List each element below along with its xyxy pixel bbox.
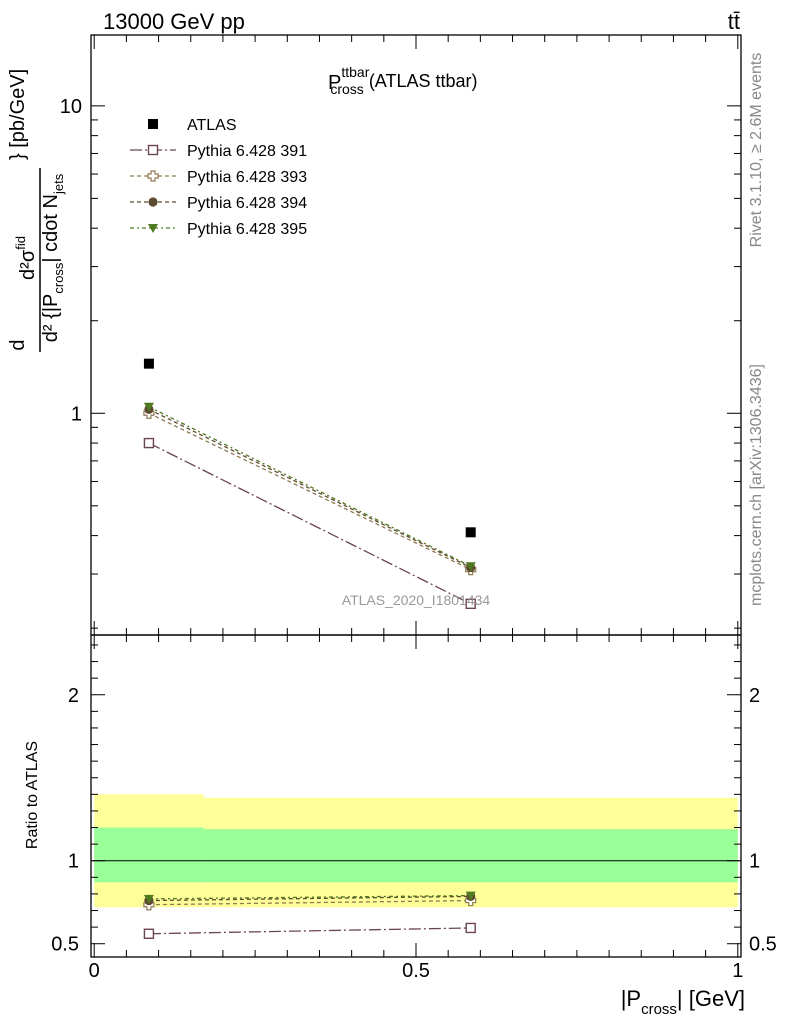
uncertainty-band-segment (203, 829, 738, 883)
rivet-version-label: Rivet 3.1.10, ≥ 2.6M events (748, 53, 765, 248)
ratio-series-markers (143, 891, 477, 939)
ratio-uncertainty-bands (94, 794, 738, 908)
ratio-xtick-label: 1 (732, 960, 743, 982)
xlabel-sub: cross (641, 1001, 677, 1018)
ratio-ytick-labels: 0.5 0.5 1 1 2 2 (51, 685, 777, 956)
mcplots-label: mcplots.cern.ch [arXiv:1306.3436] (748, 364, 765, 606)
uncertainty-band-segment (94, 827, 204, 883)
ratio-data-point (143, 894, 154, 904)
ratio-series-line (148, 895, 471, 902)
plot-title-main: P (328, 72, 341, 94)
ratio-xtick-label: 0.5 (402, 960, 430, 982)
ylabel-den-sub2: jets (51, 173, 66, 195)
ratio-plot-panel: 0.5 0.51 12 2 0 0.5 1 Ratio to ATLAS |Pcross|… (24, 634, 777, 1018)
plot-title-sup: ttbar (341, 64, 369, 80)
ylabel-unit: } [pb/GeV] (7, 69, 29, 160)
main-ylabel: d²σfid d² {|Pcross| cdot Njets } [pb/GeV… (7, 69, 66, 352)
main-ytick-label: 10 (60, 96, 82, 118)
main-plot-panel: 110 Pttbar cross (ATLAS ttbar) ATLAS_2020… (7, 34, 742, 636)
ratio-axis-ticks (91, 635, 741, 957)
xlabel-a: |P (621, 986, 641, 1011)
ratio-series-lines (148, 894, 471, 935)
ratio-series-line (148, 899, 471, 906)
legend-entry-label: Pythia 6.428 393 (187, 169, 307, 186)
main-series-lines (148, 406, 471, 605)
ylabel-numerator-text: d²σ (17, 249, 39, 280)
legend-entry-label: Pythia 6.428 394 (187, 195, 307, 212)
header-process-label: tt̄ (728, 9, 740, 34)
main-data-point (143, 358, 154, 369)
main-series-line (148, 412, 471, 571)
ratio-data-point (465, 891, 476, 901)
plot-title-suffix: (ATLAS ttbar) (364, 71, 478, 91)
ylabel-numerator: d²σfid (13, 236, 39, 280)
ratio-plot-frame (90, 634, 742, 958)
main-ytick-labels: 1 10 (60, 96, 82, 425)
main-series-markers (143, 358, 477, 610)
ylabel-d: d (7, 339, 29, 350)
ratio-ytick-label-right: 0.5 (749, 934, 777, 956)
ratio-data-point (465, 922, 476, 934)
main-axis-ticks (91, 35, 741, 635)
ratio-xlabel: |Pcross| [GeV] (621, 986, 745, 1018)
main-data-point (143, 437, 155, 449)
analysis-label: ATLAS_2020_I1801434 (342, 592, 491, 608)
ratio-ytick-label-left: 2 (68, 685, 79, 707)
ratio-ytick-label-right: 1 (749, 851, 760, 873)
legend: ATLAS Pythia 6.428 391 Pythia 6.428 393 Pyt… (130, 117, 307, 238)
plot-title: Pttbar cross (ATLAS ttbar) (328, 64, 478, 97)
ylabel-denominator: d² {|Pcross| cdot Njets (40, 173, 66, 342)
legend-entry-label: Pythia 6.428 395 (187, 221, 307, 238)
ratio-xtick-label: 0 (89, 960, 100, 982)
ylabel-den-sub1: cross (51, 262, 66, 294)
ratio-xtick-labels: 0 0.5 1 (89, 960, 744, 982)
legend-marker (147, 170, 159, 182)
legend-entry-label: Pythia 6.428 391 (187, 143, 307, 160)
main-data-point (143, 402, 154, 412)
xlabel-b: | [GeV] (677, 986, 745, 1011)
main-ytick-label: 1 (71, 403, 82, 425)
ratio-ytick-label-left: 1 (68, 851, 79, 873)
legend-entry-label: ATLAS (187, 117, 237, 134)
main-series-line (148, 406, 471, 567)
ylabel-numerator-sup: fid (13, 236, 28, 250)
legend-marker (148, 224, 158, 233)
legend-marker (148, 119, 158, 129)
ylabel-den-b: | cdot N (40, 194, 62, 263)
legend-marker (148, 197, 158, 207)
ratio-ylabel: Ratio to ATLAS (24, 741, 41, 849)
ylabel-den-a: d² {|P (40, 294, 62, 343)
plot-title-sub: cross (330, 81, 363, 97)
ratio-ytick-label-right: 2 (749, 685, 760, 707)
ratio-data-point (143, 928, 155, 939)
main-series-line (148, 408, 471, 569)
main-data-point (465, 562, 476, 572)
legend-marker (147, 144, 159, 156)
main-series-line (148, 442, 471, 605)
main-data-point (465, 598, 476, 610)
main-data-point (465, 527, 476, 538)
header-energy-label: 13000 GeV pp (103, 9, 245, 34)
ratio-series-line (148, 927, 471, 935)
ratio-ytick-label-left: 0.5 (51, 934, 79, 956)
